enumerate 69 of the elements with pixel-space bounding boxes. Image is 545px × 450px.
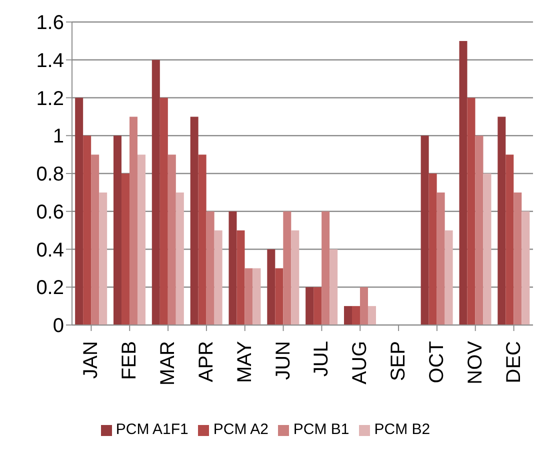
y-tick-label: 0.2 [36, 277, 64, 300]
bar [206, 211, 214, 325]
legend-label: PCM A1F1 [116, 421, 188, 438]
x-tick-label: MAY [234, 341, 256, 383]
bar [152, 60, 160, 325]
bar [129, 116, 138, 325]
legend-label: PCM B1 [293, 421, 350, 438]
y-tick-label: 0.8 [36, 164, 64, 186]
x-tick-label: NOV [464, 340, 486, 384]
bar [75, 98, 84, 325]
bar [428, 174, 437, 325]
x-tick-label: SEP [388, 341, 410, 382]
bar [436, 192, 445, 325]
y-tick-label: 1.4 [36, 50, 64, 72]
x-tick-label: JAN [80, 341, 102, 379]
bar [360, 287, 368, 325]
bar [498, 116, 506, 325]
bar [176, 192, 184, 325]
bar [522, 211, 530, 325]
bar [137, 154, 146, 325]
x-tick-label: JUN [272, 341, 294, 380]
bar [322, 211, 330, 325]
bar [91, 154, 100, 325]
legend-label: PCM A2 [213, 421, 268, 438]
bar [214, 230, 222, 325]
x-tick-label: AUG [349, 341, 372, 384]
bar [483, 174, 492, 325]
bar [291, 230, 300, 325]
bar [459, 40, 468, 325]
bar [420, 136, 429, 325]
bar [168, 154, 176, 325]
legend-label: PCM B2 [374, 421, 430, 438]
x-tick-label: MAR [157, 341, 180, 386]
y-tick-label: 1 [52, 126, 64, 148]
x-tick-label: APR [195, 341, 218, 382]
bar [514, 192, 522, 325]
y-tick-label: 0 [52, 315, 64, 338]
x-tick-label: OCT [426, 341, 448, 384]
x-tick-label: JUL [310, 341, 333, 377]
bar [344, 306, 352, 325]
y-tick-label: 1.6 [36, 12, 64, 34]
bar [283, 211, 292, 325]
bar [236, 230, 245, 325]
bar [330, 249, 338, 325]
bar [314, 287, 322, 325]
bar [190, 116, 198, 325]
bar [228, 211, 237, 325]
bar [444, 230, 453, 325]
x-tick-label: FEB [118, 341, 141, 380]
y-tick-label: 0.6 [36, 201, 64, 224]
x-tick-label: DEC [502, 341, 525, 384]
bar [467, 98, 476, 325]
bar [267, 249, 276, 325]
bar [83, 136, 92, 325]
bar [352, 306, 360, 325]
bar [160, 98, 168, 325]
bar [113, 136, 122, 325]
bar [244, 268, 253, 325]
bar [252, 268, 261, 325]
bar [506, 154, 514, 325]
y-tick-label: 1.2 [36, 88, 64, 110]
y-tick-label: 0.4 [36, 239, 64, 262]
bar [306, 287, 314, 325]
bar [475, 136, 484, 325]
bar [198, 154, 206, 325]
bar [275, 268, 284, 325]
bar [121, 174, 130, 325]
bar [368, 306, 376, 325]
bar [99, 192, 108, 325]
